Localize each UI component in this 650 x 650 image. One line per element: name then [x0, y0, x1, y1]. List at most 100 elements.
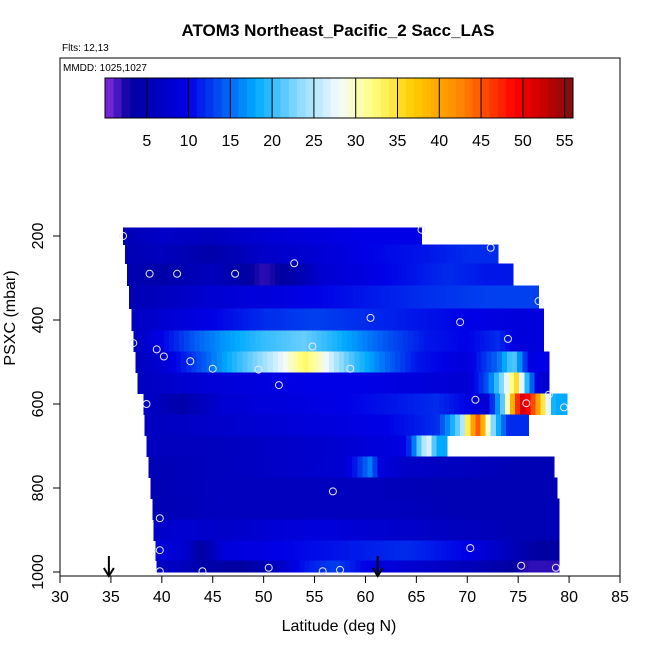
heatmap-cell: [323, 351, 330, 374]
heatmap-cell: [405, 244, 411, 264]
heatmap-cell: [210, 414, 217, 437]
heatmap-cell: [206, 244, 213, 264]
heatmap-cell: [291, 456, 297, 479]
heatmap-cell: [252, 540, 259, 562]
heatmap-cell: [286, 519, 292, 542]
heatmap-cell: [235, 393, 241, 416]
heatmap-cell: [230, 330, 236, 353]
sample-point: [208, 364, 217, 373]
heatmap-cell: [391, 498, 398, 521]
heatmap-cell: [552, 540, 559, 562]
heatmap-cell: [175, 285, 181, 310]
heatmap-cell: [387, 330, 394, 353]
heatmap-cell: [150, 244, 157, 264]
colorbar-strip: [564, 78, 574, 118]
heatmap-cell: [475, 285, 482, 310]
heatmap-cell: [448, 456, 455, 479]
colorbar-strip: [397, 78, 407, 118]
heatmap-cell: [254, 498, 261, 521]
heatmap-cell: [537, 477, 544, 500]
heatmap-cell: [231, 285, 237, 310]
heatmap-cell: [398, 330, 404, 353]
heatmap-cell: [177, 308, 183, 332]
heatmap-cell: [154, 414, 161, 437]
heatmap-cell: [425, 477, 432, 500]
heatmap-cell: [400, 477, 406, 500]
heatmap-cell: [239, 372, 245, 395]
heatmap-cell: [143, 227, 150, 245]
heatmap-cell: [346, 372, 352, 395]
heatmap-cell: [319, 308, 326, 332]
colorbar-strip: [138, 78, 148, 118]
heatmap-cell: [351, 498, 357, 521]
heatmap-cell: [153, 330, 160, 353]
heatmap-cell: [389, 477, 396, 500]
heatmap-cell: [249, 263, 256, 286]
heatmap-cell: [192, 560, 199, 573]
heatmap-cell: [423, 519, 430, 542]
heatmap-cell: [321, 393, 328, 416]
heatmap-cell: [228, 435, 234, 458]
heatmap-cell: [398, 456, 404, 479]
heatmap-cell: [511, 285, 517, 310]
heatmap-cell: [308, 351, 315, 374]
heatmap-cell: [418, 393, 425, 416]
heatmap-cell: [143, 330, 150, 353]
heatmap-cell: [355, 435, 361, 458]
heatmap-cell: [271, 285, 278, 310]
heatmap-cell: [246, 414, 253, 437]
heatmap-cell: [129, 285, 135, 310]
heatmap-cell: [504, 519, 511, 542]
heatmap-cell: [522, 477, 528, 500]
heatmap-cell: [410, 244, 416, 264]
heatmap-cell: [270, 330, 277, 353]
heatmap-cell: [488, 263, 495, 286]
heatmap-cell: [456, 351, 462, 374]
heatmap-cell: [127, 263, 133, 286]
heatmap-cell: [402, 498, 408, 521]
heatmap-cell: [338, 477, 345, 500]
heatmap-cell: [333, 477, 340, 500]
heatmap-cell: [334, 308, 341, 332]
heatmap-cell: [547, 351, 550, 374]
heatmap-cell: [276, 285, 283, 310]
heatmap-cell: [240, 227, 246, 245]
heatmap-cell: [445, 540, 452, 562]
heatmap-cell: [438, 393, 445, 416]
heatmap-cell: [143, 393, 150, 416]
heatmap-cell: [412, 372, 418, 395]
heatmap-cell: [504, 456, 511, 479]
heatmap-cell: [355, 308, 361, 332]
heatmap-cell: [539, 372, 546, 395]
heatmap-cell: [325, 498, 332, 521]
heatmap-cell: [361, 263, 368, 286]
x-axis: 30 35 40 45 50 55 60 65 70 75 80 85: [51, 575, 629, 606]
heatmap-cell: [328, 351, 335, 374]
heatmap-cell: [530, 456, 537, 479]
heatmap-cell: [509, 498, 515, 521]
heatmap-cell: [502, 308, 509, 332]
heatmap-cell: [480, 414, 487, 437]
heatmap-cell: [330, 263, 337, 286]
heatmap-cell: [351, 372, 357, 395]
heatmap-cell: [501, 351, 508, 374]
heatmap-cell: [450, 351, 457, 374]
colorbar-strip: [339, 78, 348, 118]
heatmap-cell: [158, 330, 165, 353]
x-tick-label: 70: [458, 589, 476, 606]
heatmap-cell: [473, 498, 480, 521]
heatmap-cell: [406, 435, 412, 458]
heatmap-cell: [432, 372, 439, 395]
heatmap-cell: [234, 263, 240, 286]
heatmap-cell: [292, 414, 298, 437]
heatmap-cell: [197, 435, 204, 458]
heatmap-cell: [209, 393, 216, 416]
y-axis-label: PSXC (mbar): [2, 270, 19, 365]
heatmap-cell: [301, 330, 307, 353]
heatmap-cell: [184, 456, 190, 479]
heatmap-cell: [488, 498, 495, 521]
heatmap-cell: [233, 435, 239, 458]
heatmap-cell: [205, 414, 212, 437]
heatmap-cell: [463, 263, 469, 286]
heatmap-cell: [425, 244, 432, 264]
